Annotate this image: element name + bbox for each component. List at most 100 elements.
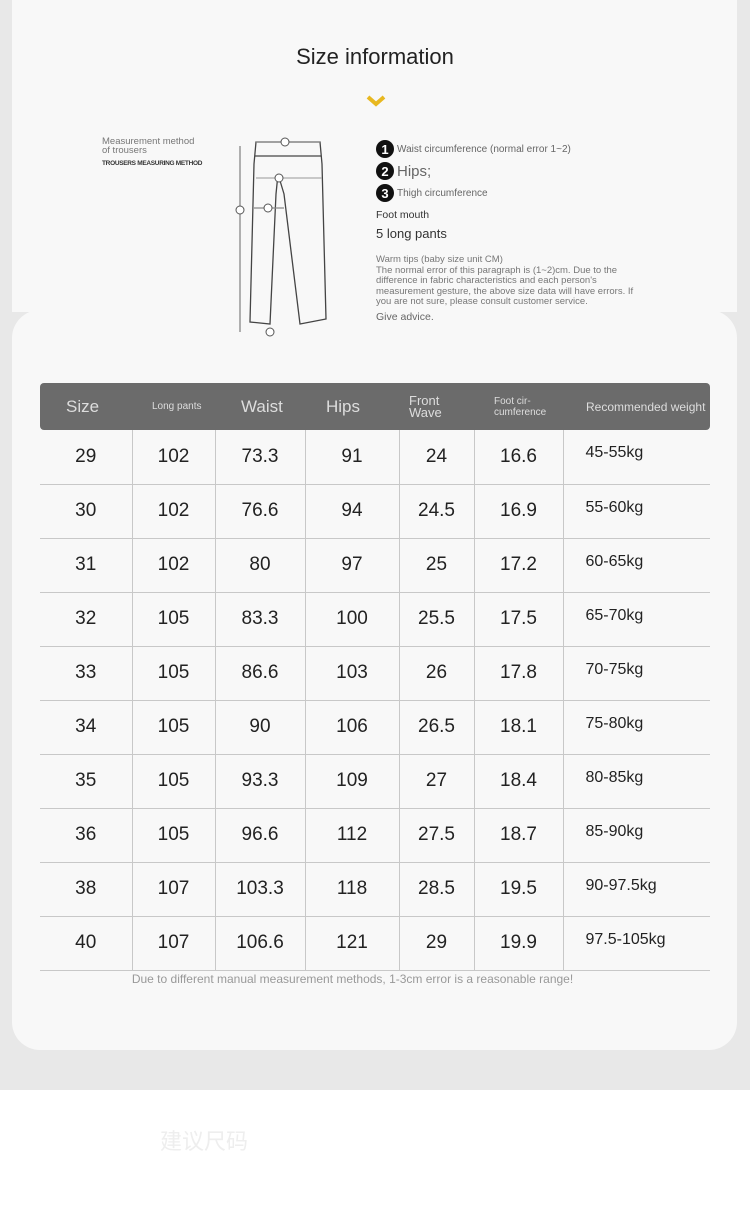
table-cell: 26.5 [398,700,474,755]
table-cell: 121 [304,916,399,971]
legend-item-hips: 2 Hips; [376,160,571,182]
table-cell: 102 [131,538,215,593]
table-cell: 25.5 [398,592,474,647]
table-cell: 75-80kg [562,700,710,755]
tips-advice: Give advice. [376,310,434,323]
table-cell: 103 [304,646,399,701]
table-cell: 24 [398,430,474,485]
table-cell: 80-85kg [562,754,710,809]
table-cell: 65-70kg [562,592,710,647]
header-long-pants: Long pants [132,383,215,430]
info-card [12,0,737,312]
legend-label: Hips; [397,162,432,180]
table-cell: 36 [40,808,132,863]
table-row: 36 105 96.6 112 27.5 18.7 85-90kg [40,808,710,863]
table-cell: 105 [131,646,215,701]
header-waist: Waist [215,383,305,430]
trousers-diagram [235,137,327,337]
table-row: 38 107 103.3 118 28.5 19.5 90-97.5kg [40,862,710,917]
size-table: Size Long pants Waist Hips Front Wave Fo… [40,383,710,971]
table-cell: 32 [40,592,132,647]
watermark: 建议尺码 [160,1129,249,1154]
number-badge: 2 [376,162,394,180]
chevron-down-icon [366,95,386,107]
table-cell: 27.5 [398,808,474,863]
header-front-wave: Front Wave [399,383,474,430]
error-note: Due to different manual measurement meth… [131,972,574,986]
table-cell: 106 [304,700,399,755]
table-cell: 80 [214,538,305,593]
table-cell: 40 [40,916,132,971]
header-hips: Hips [305,383,399,430]
measurement-method-label: Measurement method of trousers TROUSERS … [102,137,202,168]
table-cell: 17.8 [473,646,563,701]
table-cell: 105 [131,754,215,809]
table-cell: 19.9 [473,916,563,971]
table-cell: 31 [40,538,132,593]
table-row: 31 102 80 97 25 17.2 60-65kg [40,538,710,593]
table-cell: 33 [40,646,132,701]
table-row: 29 102 73.3 91 24 16.6 45-55kg [40,430,710,485]
table-cell: 112 [304,808,399,863]
table-row: 34 105 90 106 26.5 18.1 75-80kg [40,700,710,755]
table-cell: 107 [131,916,215,971]
table-cell: 29 [40,430,132,485]
table-cell: 97.5-105kg [562,916,710,971]
table-cell: 25 [398,538,474,593]
table-cell: 18.1 [473,700,563,755]
table-cell: 16.9 [473,484,563,539]
table-row: 40 107 106.6 121 29 19.9 97.5-105kg [40,916,710,971]
table-cell: 17.5 [473,592,563,647]
method-subtitle: TROUSERS MEASURING METHOD [102,160,203,167]
table-cell: 85-90kg [562,808,710,863]
foot-mouth-label: Foot mouth [376,209,430,221]
table-cell: 28.5 [398,862,474,917]
table-cell: 105 [131,808,215,863]
table-cell: 90-97.5kg [562,862,710,917]
table-row: 30 102 76.6 94 24.5 16.9 55-60kg [40,484,710,539]
table-cell: 103.3 [214,862,305,917]
table-cell: 106.6 [214,916,305,971]
tips-body: The normal error of this paragraph is (1… [376,264,634,307]
legend-label: Thigh circumference [397,187,488,199]
table-cell: 29 [398,916,474,971]
header-recommended-weight: Recommended weight [563,383,710,430]
table-row: 35 105 93.3 109 27 18.4 80-85kg [40,754,710,809]
long-pants-label: 5 long pants [376,226,447,241]
warm-tips: Warm tips (baby size unit CM) The normal… [376,254,646,323]
measurement-legend: 1 Waist circumference (normal error 1~2) … [376,138,571,241]
legend-item-waist: 1 Waist circumference (normal error 1~2) [376,138,571,160]
table-cell: 30 [40,484,132,539]
table-cell: 97 [304,538,399,593]
table-cell: 109 [304,754,399,809]
number-badge: 3 [376,184,394,202]
table-cell: 17.2 [473,538,563,593]
table-cell: 34 [40,700,132,755]
table-row: 33 105 86.6 103 26 17.8 70-75kg [40,646,710,701]
table-cell: 105 [131,700,215,755]
table-cell: 76.6 [214,484,305,539]
method-line1: Measurement method [102,136,195,147]
table-cell: 100 [304,592,399,647]
table-cell: 35 [40,754,132,809]
header-foot-circumference: Foot cir-cumference [474,383,563,430]
table-cell: 18.4 [473,754,563,809]
legend-item-thigh: 3 Thigh circumference [376,182,571,204]
table-cell: 118 [304,862,399,917]
table-cell: 55-60kg [562,484,710,539]
table-row: 32 105 83.3 100 25.5 17.5 65-70kg [40,592,710,647]
table-cell: 26 [398,646,474,701]
page-title: Size information [296,44,454,69]
table-cell: 45-55kg [562,430,710,485]
table-cell: 86.6 [214,646,305,701]
table-cell: 94 [304,484,399,539]
table-cell: 60-65kg [562,538,710,593]
table-cell: 73.3 [214,430,305,485]
table-cell: 105 [131,592,215,647]
header-size: Size [40,383,132,430]
table-cell: 91 [304,430,399,485]
table-cell: 16.6 [473,430,563,485]
table-cell: 27 [398,754,474,809]
table-cell: 19.5 [473,862,563,917]
table-cell: 96.6 [214,808,305,863]
